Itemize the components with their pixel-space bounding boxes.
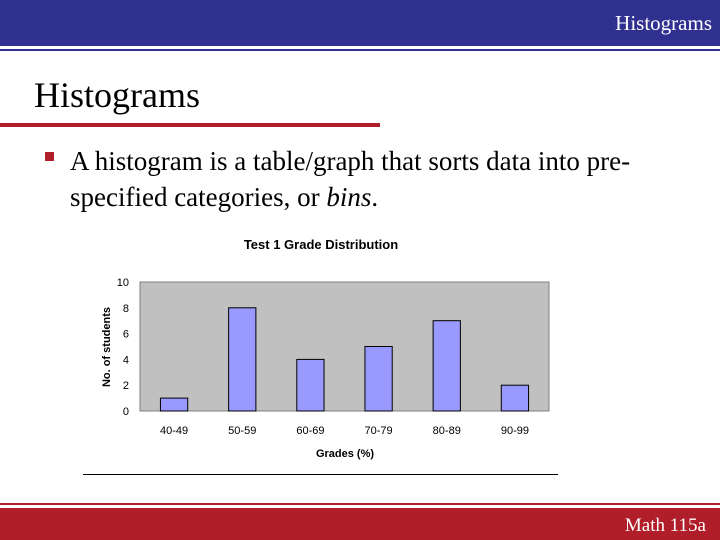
y-tick-label: 8 (123, 303, 129, 315)
bar-90-99 (500, 384, 530, 412)
x-tick-label: 60-69 (296, 425, 324, 437)
header-divider (0, 49, 720, 51)
bars-group (159, 307, 530, 412)
x-tick-label: 90-99 (501, 425, 529, 437)
bar-40-49 (159, 397, 189, 412)
header-title: Histograms (615, 11, 712, 35)
y-tick-label: 6 (123, 329, 129, 341)
bullet-text: A histogram is a table/graph that sorts … (70, 143, 700, 215)
bullet-square-icon (45, 152, 54, 161)
footer-divider (0, 503, 720, 505)
chart-bottom-rule (83, 474, 558, 475)
title-underline (0, 123, 380, 127)
slide-title: Histograms (34, 75, 200, 115)
bar-70-79 (364, 346, 393, 412)
bullet-text-emphasis: bins (326, 182, 372, 212)
histogram-chart: Test 1 Grade Distribution 0 2 4 6 8 10 40-49 5… (101, 237, 550, 460)
plot-area (139, 281, 550, 412)
x-tick-label: 40-49 (160, 425, 188, 437)
bullet-text-prefix: A histogram is a table/graph that sorts … (70, 146, 631, 212)
bullet-text-suffix: . (371, 182, 379, 212)
x-tick-labels: 40-49 50-59 60-69 70-79 80-89 90-99 (160, 425, 529, 437)
x-tick-label: 80-89 (433, 425, 461, 437)
y-tick-labels: 0 2 4 6 8 10 (117, 277, 129, 418)
header-bar: Histograms (0, 0, 720, 46)
y-tick-label: 10 (117, 277, 129, 289)
footer-bar: Math 115a (0, 508, 720, 540)
bar-60-69 (296, 358, 325, 412)
y-tick-label: 4 (123, 354, 129, 366)
x-tick-label: 70-79 (365, 425, 393, 437)
bar-50-59 (228, 307, 257, 412)
footer-label: Math 115a (624, 515, 706, 536)
y-axis-label: No. of students (101, 307, 113, 387)
chart-title: Test 1 Grade Distribution (244, 237, 398, 252)
y-tick-label: 0 (123, 406, 129, 418)
x-axis-label: Grades (%) (316, 448, 374, 460)
x-tick-label: 50-59 (228, 425, 256, 437)
y-tick-label: 2 (123, 380, 129, 392)
bar-80-89 (432, 320, 461, 412)
